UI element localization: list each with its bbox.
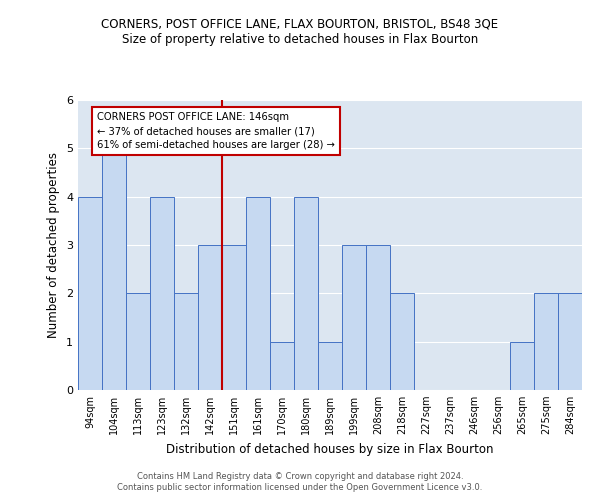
Bar: [126, 294, 150, 390]
Bar: [510, 342, 534, 390]
Bar: [198, 245, 222, 390]
Bar: [294, 196, 318, 390]
Bar: [150, 196, 174, 390]
Text: Contains HM Land Registry data © Crown copyright and database right 2024.: Contains HM Land Registry data © Crown c…: [137, 472, 463, 481]
Bar: [558, 294, 582, 390]
Bar: [246, 196, 270, 390]
Bar: [318, 342, 342, 390]
Text: CORNERS POST OFFICE LANE: 146sqm
← 37% of detached houses are smaller (17)
61% o: CORNERS POST OFFICE LANE: 146sqm ← 37% o…: [97, 112, 335, 150]
Bar: [366, 245, 390, 390]
Bar: [390, 294, 414, 390]
Bar: [78, 196, 102, 390]
Bar: [102, 148, 126, 390]
Y-axis label: Number of detached properties: Number of detached properties: [47, 152, 61, 338]
Text: Size of property relative to detached houses in Flax Bourton: Size of property relative to detached ho…: [122, 32, 478, 46]
X-axis label: Distribution of detached houses by size in Flax Bourton: Distribution of detached houses by size …: [166, 442, 494, 456]
Bar: [222, 245, 246, 390]
Bar: [174, 294, 198, 390]
Bar: [342, 245, 366, 390]
Text: CORNERS, POST OFFICE LANE, FLAX BOURTON, BRISTOL, BS48 3QE: CORNERS, POST OFFICE LANE, FLAX BOURTON,…: [101, 18, 499, 30]
Text: Contains public sector information licensed under the Open Government Licence v3: Contains public sector information licen…: [118, 484, 482, 492]
Bar: [534, 294, 558, 390]
Bar: [270, 342, 294, 390]
